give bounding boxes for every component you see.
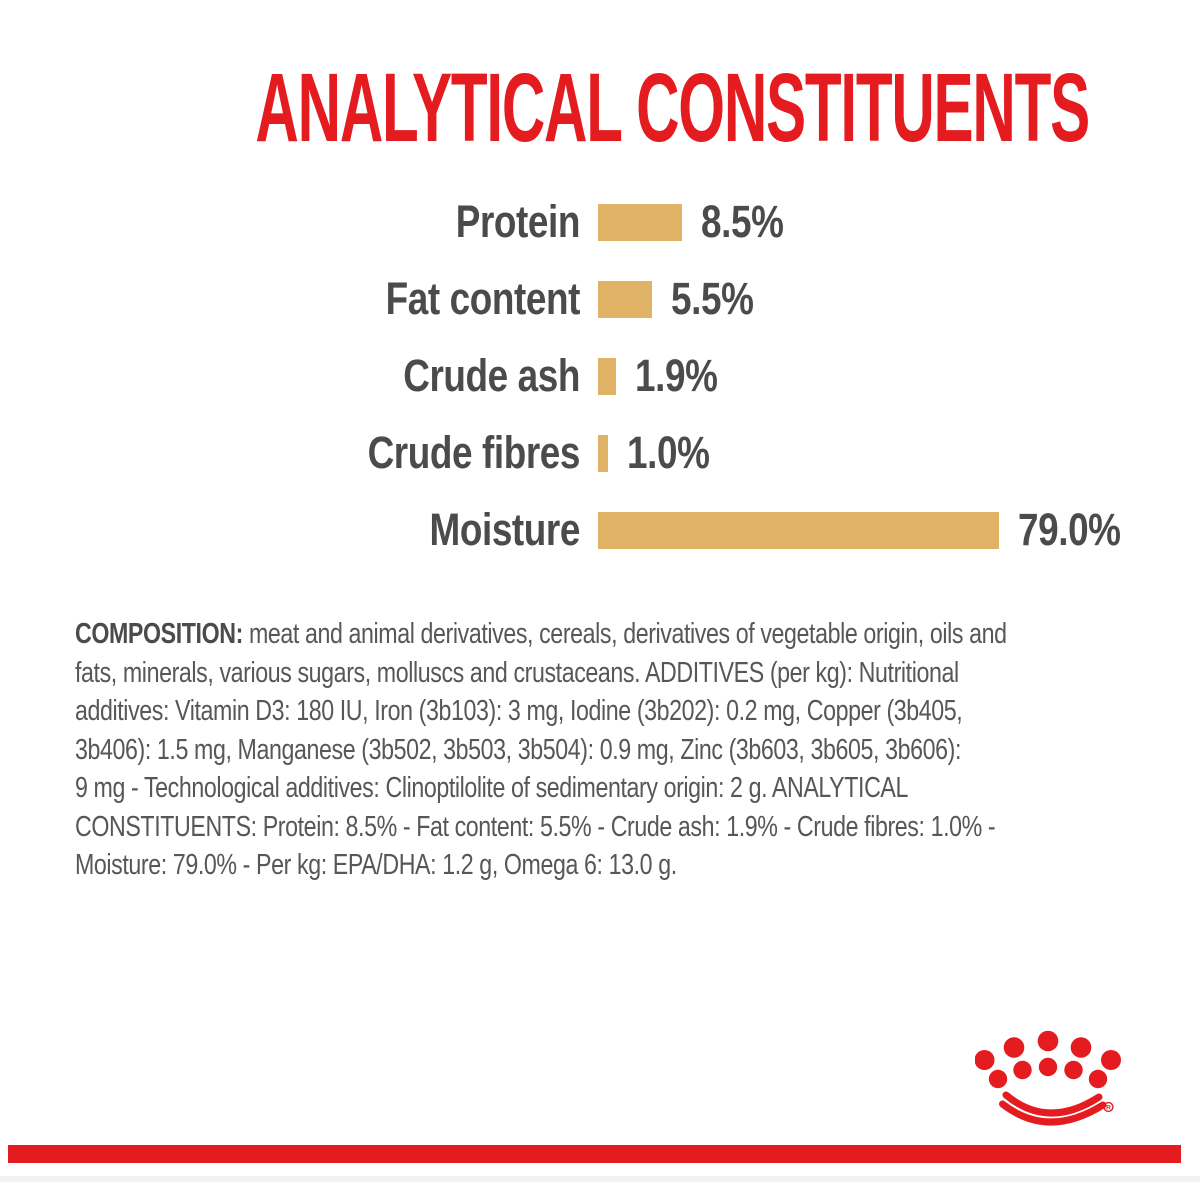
bar-value: 5.5% — [671, 273, 754, 324]
bar-moisture — [598, 511, 999, 549]
svg-text:R: R — [1106, 1105, 1111, 1112]
composition-heading: COMPOSITION: — [75, 618, 243, 650]
bar-label: Crude fibres — [367, 427, 581, 478]
bar-value: 1.9% — [635, 350, 718, 401]
royal-canin-crown-logo-icon: R — [975, 1030, 1121, 1126]
bar-row-crude-fibres: Crude fibres 1.0% — [0, 427, 1200, 478]
composition-line: Moisture: 79.0% - Per kg: EPA/DHA: 1.2 g… — [75, 849, 677, 881]
bar-value: 79.0% — [1018, 504, 1121, 555]
bar-value: 1.0% — [627, 427, 710, 478]
bar-fat-content — [598, 280, 652, 318]
bar-label: Fat content — [385, 273, 581, 324]
header: ANALYTICAL CONSTITUENTS — [0, 52, 1200, 164]
bar-crude-fibres — [598, 434, 608, 472]
bar-row-moisture: Moisture 79.0% — [0, 504, 1200, 555]
bar-crude-ash — [598, 357, 616, 395]
bar-label: Protein — [455, 196, 581, 247]
bar-row-protein: Protein 8.5% — [0, 196, 1200, 247]
registered-trademark-icon: R — [1103, 1101, 1114, 1113]
bottom-edge-strip — [0, 1176, 1200, 1182]
bar-row-crude-ash: Crude ash 1.9% — [0, 350, 1200, 401]
bar-value: 8.5% — [701, 196, 784, 247]
composition-line: 3b406): 1.5 mg, Manganese (3b502, 3b503,… — [75, 733, 962, 766]
bar-protein — [598, 203, 682, 241]
composition-line: 9 mg - Technological additives: Clinopti… — [75, 772, 908, 804]
bottom-accent-bar — [8, 1145, 1181, 1163]
composition-line: COMPOSITION: meat and animal derivatives… — [75, 618, 1007, 650]
composition-line: fats, minerals, various sugars, molluscs… — [75, 656, 959, 689]
bar-label: Moisture — [429, 504, 581, 555]
composition-line: CONSTITUENTS: Protein: 8.5% - Fat conten… — [75, 810, 996, 843]
composition-paragraph: COMPOSITION: meat and animal derivatives… — [75, 615, 1185, 885]
composition-line: additives: Vitamin D3: 180 IU, Iron (3b1… — [75, 695, 963, 727]
bar-row-fat-content: Fat content 5.5% — [0, 273, 1200, 324]
page-title: ANALYTICAL CONSTITUENTS — [255, 53, 1090, 162]
bar-label: Crude ash — [403, 350, 580, 401]
analytical-constituents-chart: Protein 8.5% Fat content 5.5% Crude ash … — [0, 196, 1200, 588]
